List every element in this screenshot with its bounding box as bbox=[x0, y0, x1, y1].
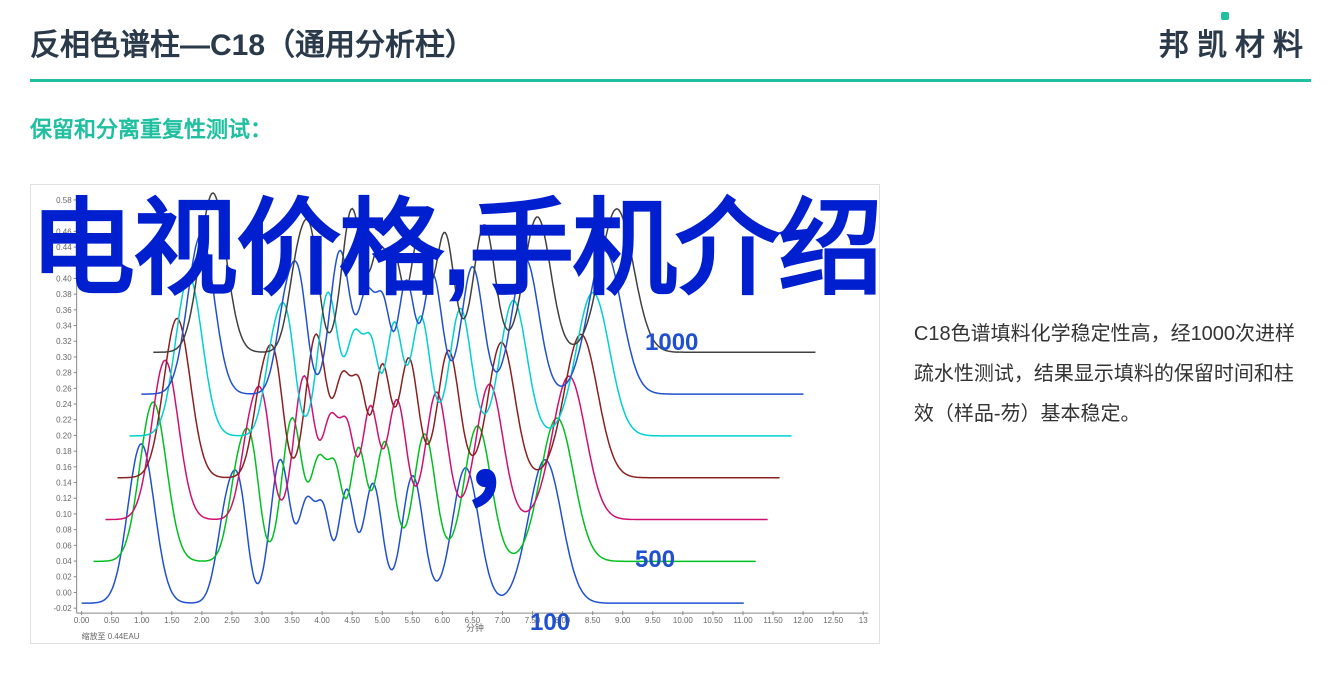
svg-text:1.00: 1.00 bbox=[134, 616, 150, 625]
chart-label-1000: 1000 bbox=[645, 329, 698, 357]
chart-label-500: 500 bbox=[635, 546, 675, 574]
svg-text:缩放至 0.44EAU: 缩放至 0.44EAU bbox=[82, 631, 140, 641]
header-divider bbox=[30, 79, 1311, 82]
svg-text:2.00: 2.00 bbox=[194, 616, 210, 625]
svg-text:0.12: 0.12 bbox=[56, 494, 72, 503]
svg-text:0.32: 0.32 bbox=[56, 337, 72, 346]
section-subtitle: 保留和分离重复性测试： bbox=[30, 112, 1341, 144]
svg-text:5.50: 5.50 bbox=[405, 616, 421, 625]
svg-text:12.00: 12.00 bbox=[793, 616, 813, 625]
svg-text:0.14: 0.14 bbox=[56, 479, 72, 488]
svg-text:11.00: 11.00 bbox=[733, 616, 753, 625]
svg-text:10.50: 10.50 bbox=[703, 616, 723, 625]
svg-text:4.00: 4.00 bbox=[314, 616, 330, 625]
overlay-headline: 电视价格,手机介绍 bbox=[30, 164, 881, 316]
svg-text:8.50: 8.50 bbox=[585, 616, 601, 625]
svg-text:0.22: 0.22 bbox=[56, 416, 72, 425]
svg-text:7.00: 7.00 bbox=[495, 616, 511, 625]
brand-text: 邦凯材料 bbox=[1159, 29, 1311, 62]
svg-text:0.00: 0.00 bbox=[56, 588, 72, 597]
svg-text:-0.02: -0.02 bbox=[54, 604, 73, 613]
svg-text:0.50: 0.50 bbox=[104, 616, 120, 625]
svg-text:0.28: 0.28 bbox=[56, 369, 72, 378]
brand-dot-icon bbox=[1221, 12, 1229, 20]
svg-text:11.50: 11.50 bbox=[763, 616, 783, 625]
svg-text:6.00: 6.00 bbox=[435, 616, 451, 625]
svg-text:13: 13 bbox=[859, 616, 868, 625]
svg-text:12.50: 12.50 bbox=[823, 616, 843, 625]
svg-text:3.50: 3.50 bbox=[284, 616, 300, 625]
svg-text:9.00: 9.00 bbox=[615, 616, 631, 625]
svg-text:4.50: 4.50 bbox=[344, 616, 360, 625]
svg-text:0.00: 0.00 bbox=[74, 616, 90, 625]
svg-text:0.30: 0.30 bbox=[56, 353, 72, 362]
svg-text:0.18: 0.18 bbox=[56, 447, 72, 456]
svg-text:0.10: 0.10 bbox=[56, 510, 72, 519]
svg-text:0.20: 0.20 bbox=[56, 431, 72, 440]
svg-text:0.02: 0.02 bbox=[56, 573, 72, 582]
svg-text:5.00: 5.00 bbox=[374, 616, 390, 625]
svg-text:0.16: 0.16 bbox=[56, 463, 72, 472]
svg-text:0.04: 0.04 bbox=[56, 557, 72, 566]
svg-text:1.50: 1.50 bbox=[164, 616, 180, 625]
svg-text:2.50: 2.50 bbox=[224, 616, 240, 625]
svg-text:0.24: 0.24 bbox=[56, 400, 72, 409]
svg-text:9.50: 9.50 bbox=[645, 616, 661, 625]
svg-text:0.26: 0.26 bbox=[56, 384, 72, 393]
page-title: 反相色谱柱—C18（通用分析柱） bbox=[30, 20, 475, 64]
chart-label-100: 100 bbox=[530, 609, 570, 637]
svg-text:3.00: 3.00 bbox=[254, 616, 270, 625]
svg-text:10.00: 10.00 bbox=[673, 616, 693, 625]
svg-text:分钟: 分钟 bbox=[466, 622, 484, 633]
svg-text:0.08: 0.08 bbox=[56, 526, 72, 535]
brand-logo: 邦凯材料 bbox=[1159, 20, 1311, 64]
description-text: C18色谱填料化学稳定性高，经1000次进样疏水性测试，结果显示填料的保留时间和… bbox=[914, 314, 1311, 644]
overlay-comma: ， bbox=[460, 374, 565, 526]
svg-text:0.06: 0.06 bbox=[56, 541, 72, 550]
svg-text:0.34: 0.34 bbox=[56, 322, 72, 331]
